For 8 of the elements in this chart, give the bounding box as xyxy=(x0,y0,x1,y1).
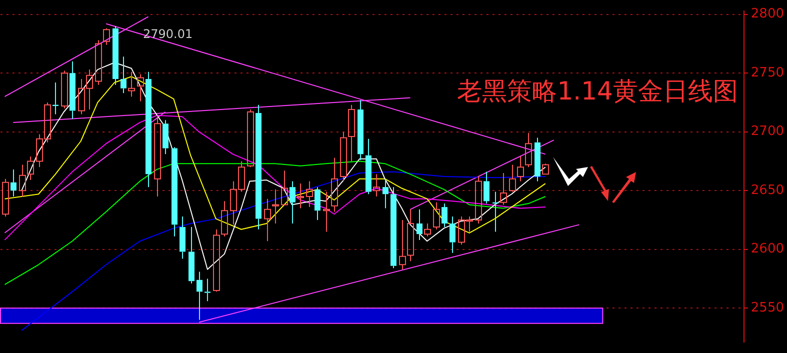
y-tick-label: 2700 xyxy=(750,124,784,140)
y-tick-label: 2650 xyxy=(750,182,784,198)
y-tick-label: 2800 xyxy=(750,6,784,22)
annotation: 2790.01 xyxy=(143,27,193,42)
text: 老黑策略1.14黄金日线图 xyxy=(457,76,738,106)
y-tick-label: 2750 xyxy=(750,65,784,80)
y-tick-label: 2600 xyxy=(750,242,784,257)
y-tick-label: 2550 xyxy=(750,300,784,316)
